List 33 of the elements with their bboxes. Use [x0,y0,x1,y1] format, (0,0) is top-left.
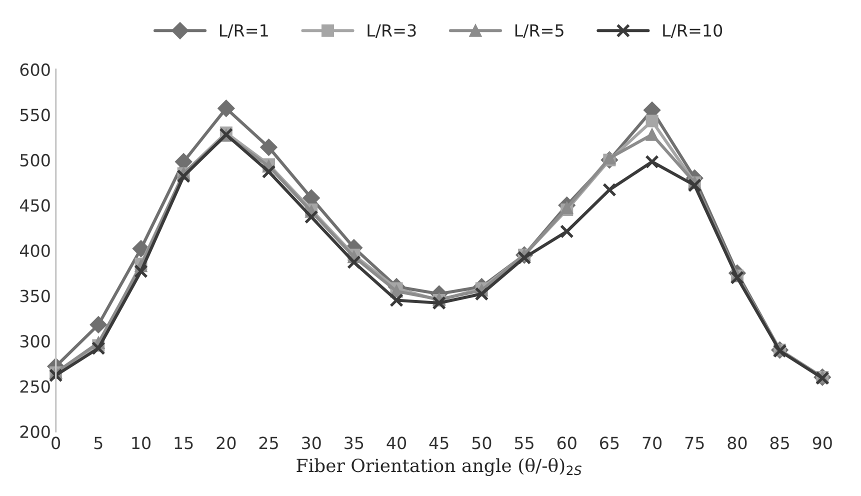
legend-label: L/R=5 [515,24,564,38]
x-tick-label: 50 [472,436,492,450]
x-tick-label: 0 [52,436,60,450]
x-tick-label: 25 [259,436,278,450]
y-tick-label: 400 [20,244,50,258]
y-tick-label: 550 [20,108,50,122]
x-tick-label: 45 [429,436,448,450]
x-axis-title: Fiber Orientation angle (θ/-θ)$_{2S}$ [296,458,582,476]
x-tick-label: 20 [216,436,236,450]
x-tick-label: 60 [557,436,576,450]
x-tick-label: 5 [94,436,102,450]
x-tick-label: 90 [812,436,832,450]
legend-label: L/R=1 [220,24,268,38]
y-tick-label: 350 [20,290,50,302]
x-tick-label: 15 [174,436,193,450]
y-tick-label: 500 [20,154,50,167]
x-tick-label: 65 [600,436,619,450]
y-tick-label: 450 [20,199,50,212]
x-tick-label: 80 [728,436,747,450]
legend-label: L/R=3 [368,24,416,38]
x-tick-label: 85 [770,436,789,450]
y-tick-label: 600 [20,63,50,76]
y-tick-label: 200 [20,425,50,438]
x-tick-label: 70 [642,436,662,450]
x-tick-label: 40 [386,436,406,450]
x-tick-label: 35 [344,436,364,450]
y-tick-label: 250 [20,380,50,393]
x-tick-label: 75 [685,436,704,450]
y-tick-label: 300 [20,334,50,348]
legend-label: L/R=10 [663,24,722,38]
x-tick-label: 10 [132,436,150,450]
x-tick-label: 30 [302,436,321,450]
x-tick-label: 55 [514,436,534,450]
